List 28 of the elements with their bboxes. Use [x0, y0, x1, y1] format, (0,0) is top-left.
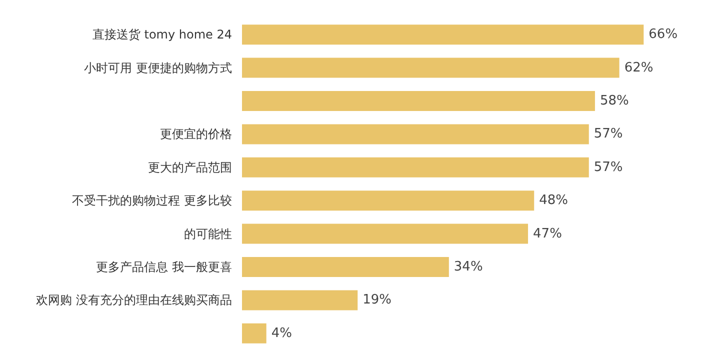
bar: [242, 257, 449, 277]
bar: [242, 24, 644, 45]
data-label: 4%: [271, 326, 292, 341]
bar: [242, 124, 589, 144]
bar: [242, 58, 620, 78]
bar: [242, 91, 595, 111]
bar: [242, 323, 266, 344]
bar: [242, 190, 534, 211]
data-label: 57%: [594, 160, 623, 175]
data-label: 62%: [624, 60, 654, 76]
y-tick-label: 更大的产品范围: [148, 160, 232, 174]
y-tick-label: 小时可用 更便捷的购物方式: [84, 60, 232, 75]
data-label: 66%: [648, 27, 678, 42]
y-tick-label: 不受干扰的购物过程 更多比较: [72, 194, 232, 208]
y-tick-label: 更多产品信息 我一般更喜: [96, 260, 232, 274]
y-tick-label: 更便宜的价格: [160, 127, 232, 142]
bar: [242, 290, 358, 310]
data-label: 34%: [454, 260, 483, 274]
y-tick-label: 欢网购 没有充分的理由在线购买商品: [36, 293, 232, 308]
bar: [242, 157, 589, 178]
bar: [242, 224, 528, 244]
data-label: 58%: [600, 94, 629, 108]
data-label: 19%: [362, 292, 392, 308]
y-tick-label: 直接送货 tomy home 24: [92, 28, 232, 42]
y-tick-label: 的可能性: [184, 226, 232, 241]
data-label: 57%: [594, 126, 623, 142]
data-label: 48%: [539, 193, 568, 208]
data-label: 47%: [533, 226, 562, 242]
